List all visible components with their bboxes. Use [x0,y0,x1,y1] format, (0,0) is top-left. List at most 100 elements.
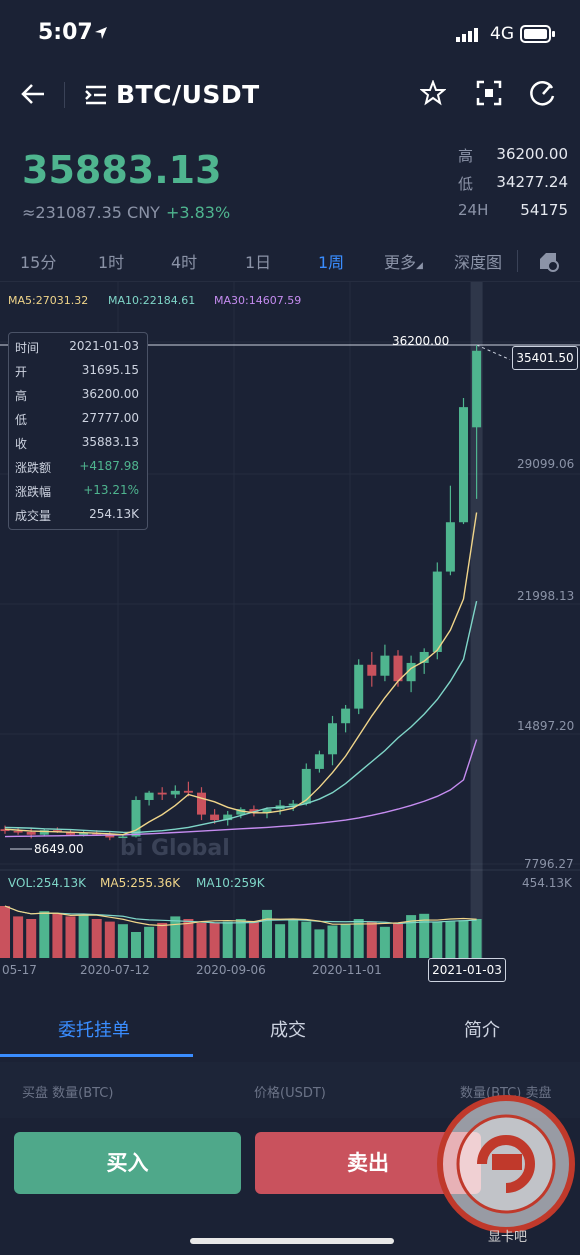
volume-bar [104,921,115,958]
volume-bar [458,920,469,958]
volume-bar [78,915,89,958]
vol-legend: VOL:254.13K [8,876,87,890]
tab-depth[interactable]: 深度图 [454,253,503,272]
candle-body [367,664,377,676]
vol-axis-label: 454.13K [522,876,572,890]
current-price-marker: 35401.50 [512,346,578,370]
volume-bar [471,919,482,958]
volume-bar [26,919,37,958]
candle-body [0,829,10,832]
candle-body [445,522,455,572]
tab-trades[interactable]: 成交 [270,1020,306,1041]
candle-body [183,790,193,793]
tab-1h[interactable]: 1时 [98,253,125,272]
home-indicator [190,1238,394,1244]
tab-intro[interactable]: 简介 [464,1020,500,1041]
status-bar: 5:07 4G [0,0,580,70]
date-label: 2020-11-01 [312,963,382,977]
tooltip-value: 2021-01-03 [69,339,139,353]
candle-body [210,814,220,821]
candle-body [472,350,482,428]
stamp-caption: 显卡吧 [488,1230,528,1245]
stat-label: 24H [458,201,489,219]
volume-bar [275,924,286,958]
candle-body [236,809,246,815]
tooltip-key: 涨跌额 [15,461,52,475]
tooltip-value: +4187.98 [79,459,139,473]
volume-bar [222,921,233,958]
candle-body [419,651,429,663]
candle-body [66,831,75,835]
candle-body [393,655,403,682]
screenshot-icon[interactable] [476,80,502,106]
volume-bar [301,921,312,958]
current-price-line [476,344,511,361]
status-time: 5:07 [38,20,93,45]
volume-bar [432,921,443,958]
price-axis-label: 29099.06 [517,457,575,471]
tooltip-value: +13.21% [83,483,139,497]
exchange-watermark: bi Global [120,836,230,861]
volume-bar [327,925,338,958]
vol-ma5-legend: MA5:255.36K [100,876,181,890]
candle-body [328,723,337,755]
tab-15m[interactable]: 15分 [20,253,57,272]
star-icon[interactable] [420,80,446,106]
vol-ma5-line [4,905,477,927]
nav-divider [64,82,65,108]
tooltip-key: 收 [15,437,28,451]
vol-ma10-legend: MA10:259K [196,876,265,890]
stat-value: 54175 [520,201,568,219]
last-price: 35883.13 [22,148,222,192]
stat-value: 34277.24 [496,173,568,191]
high-marker-label: 36200.00 [392,334,450,348]
volume-bar [235,919,246,958]
candle-body [314,754,324,769]
low-marker-label: 8649.00 [34,842,84,856]
refresh-icon[interactable] [528,80,556,108]
volume-bar [0,906,10,958]
volume-bar [288,920,299,958]
tooltip-row: 时间 2021-01-03 [15,339,139,359]
tooltip-row: 涨跌幅 +13.21% [15,483,139,503]
tab-more-label: 更多 [384,253,417,272]
tooltip-row: 低 27777.00 [15,411,139,431]
tooltip-row: 涨跌额 +4187.98 [15,459,139,479]
volume-bar [209,922,220,958]
tooltip-row: 开 31695.15 [15,363,139,383]
volume-bar [366,921,377,958]
candle-body [459,407,468,523]
ma30-legend: MA30:14607.59 [214,294,302,307]
nav-bar [0,70,580,120]
menu-list-icon[interactable] [84,84,108,106]
back-arrow-icon[interactable] [20,82,46,106]
tab-1w[interactable]: 1周 [318,253,345,272]
candle-body [79,832,89,835]
tab-more[interactable]: 更多◢ [384,249,423,273]
candle-body [249,809,259,813]
volume-bar [131,932,141,958]
chart-settings-icon[interactable] [536,249,560,273]
candle-body [406,662,416,682]
tab-1d[interactable]: 1日 [245,253,272,272]
volume-bar [248,921,259,958]
bid-header: 买盘 数量(BTC) [22,1086,114,1101]
ma30-line [4,739,478,838]
volume-bar [393,922,403,958]
tab-4h[interactable]: 4时 [171,253,198,272]
pair-title[interactable]: BTC/USDT [116,80,260,109]
tooltip-key: 时间 [15,341,40,355]
buy-button[interactable]: 买入 [14,1132,241,1194]
volume-bar [65,916,76,958]
interval-tabs: 15分 1时 4时 1日 1周 更多◢ 深度图 [0,240,580,282]
volume-bar [406,915,417,958]
tooltip-row: 收 35883.13 [15,435,139,455]
volume-bar [262,909,272,958]
price-cny: ≈231087.35 CNY +3.83% [22,203,230,222]
volume-bar [117,924,128,958]
candle-body [26,831,36,835]
tab-open-orders[interactable]: 委托挂单 [58,1020,130,1041]
signal-icon [456,28,478,42]
cny-value: ≈231087.35 CNY [22,203,160,222]
